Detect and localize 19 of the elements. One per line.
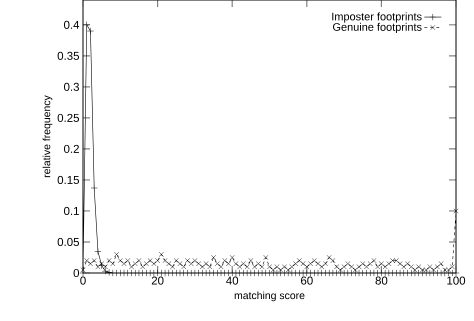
y-tick-label: 0.05 — [58, 238, 79, 246]
y-tick-label: 0.3 — [64, 82, 79, 91]
x-tick-label: 100 — [447, 276, 466, 285]
x-tick-label: 20 — [152, 276, 164, 285]
x-tick-label: 60 — [301, 276, 313, 285]
x-axis-title: matching score — [234, 291, 304, 302]
y-tick-label: 0.1 — [64, 206, 79, 216]
y-axis-title: relative frequency — [42, 95, 52, 178]
x-tick-label: 80 — [376, 276, 388, 285]
x-tick-label: 40 — [226, 276, 238, 285]
legend-label: Genuine footprints — [333, 22, 422, 34]
legend-label: Imposter footprints — [332, 12, 422, 23]
x-tick-label: 0 — [80, 276, 86, 285]
y-tick-label: 0 — [74, 268, 80, 278]
y-tick-label: 0.35 — [58, 52, 79, 60]
y-tick-label: 0.25 — [58, 114, 79, 122]
y-tick-label: 0.4 — [64, 20, 80, 29]
y-tick-label: 0.2 — [64, 144, 79, 153]
y-tick-label: 0.15 — [58, 176, 79, 184]
